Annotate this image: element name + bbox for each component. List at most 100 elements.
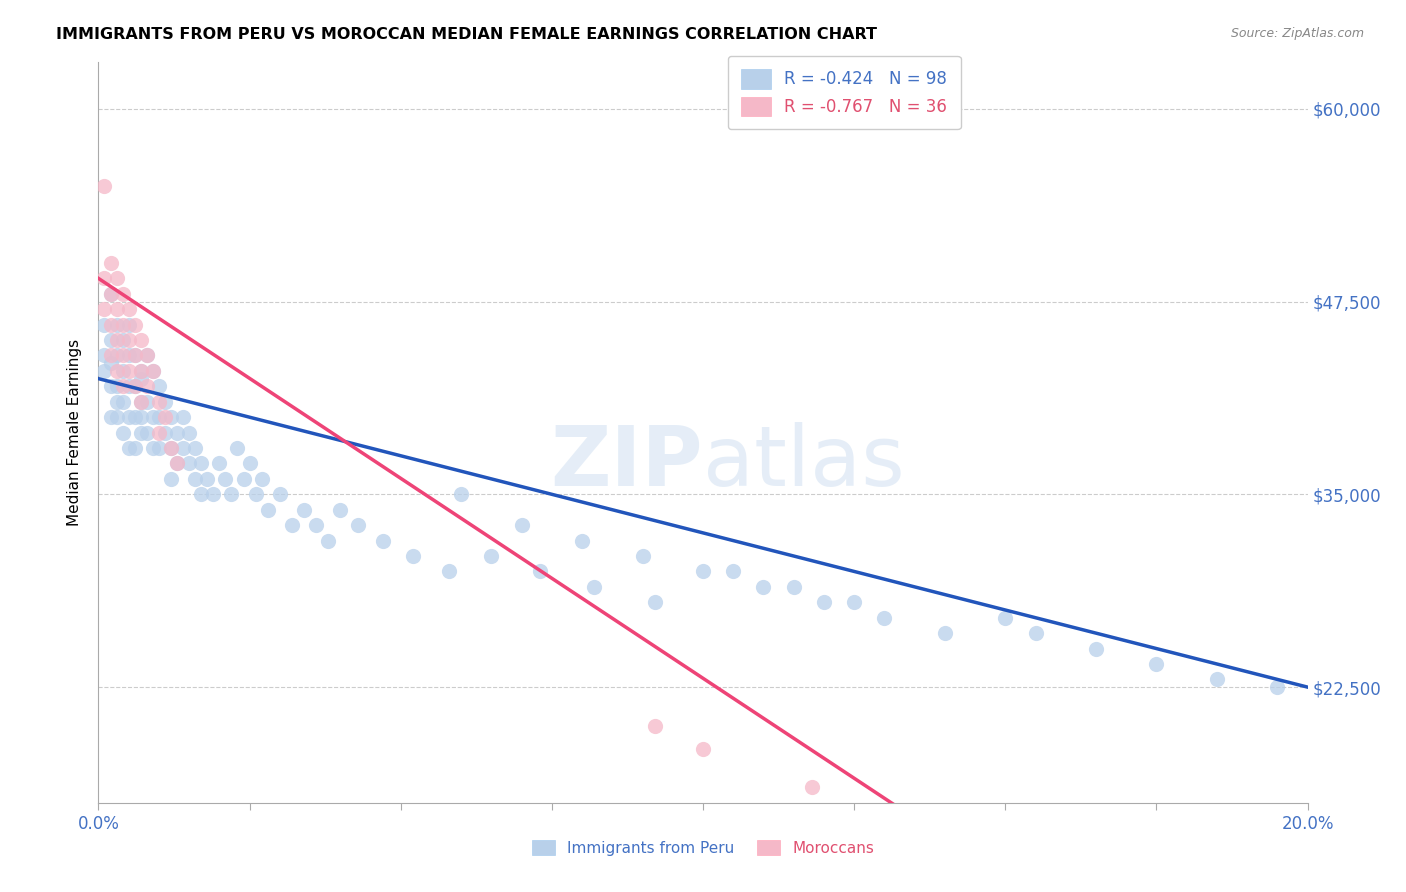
Point (124, 318, 146, 332)
Point (873, 610, 896, 624)
Point (100, 286, 122, 301)
Point (93, 302, 115, 317)
Point (179, 457, 201, 471)
Point (135, 349, 157, 363)
Point (100, 256, 122, 270)
Point (105, 379, 128, 393)
Point (129, 410, 152, 425)
Point (129, 364, 152, 378)
Point (813, 595, 835, 609)
Point (305, 518, 328, 533)
Point (245, 487, 267, 501)
Point (93, 364, 115, 378)
Point (184, 472, 207, 486)
Point (100, 286, 122, 301)
Point (583, 580, 606, 594)
Point (118, 441, 141, 455)
Point (124, 379, 146, 393)
Point (148, 441, 170, 455)
Point (208, 457, 231, 471)
Point (118, 349, 141, 363)
Point (105, 364, 128, 378)
Point (135, 379, 157, 393)
Point (118, 302, 141, 317)
Point (329, 502, 352, 516)
Point (135, 349, 157, 363)
Point (93, 318, 115, 332)
Point (118, 379, 141, 393)
Point (105, 394, 128, 409)
Point (239, 457, 262, 471)
Point (129, 364, 152, 378)
Point (118, 318, 141, 332)
Point (281, 518, 304, 533)
Point (118, 333, 141, 347)
Point (160, 441, 183, 455)
Point (214, 472, 236, 486)
Point (195, 472, 218, 486)
Point (692, 741, 714, 756)
Point (142, 441, 165, 455)
Point (347, 518, 370, 533)
Point (111, 318, 134, 332)
Point (166, 425, 188, 440)
Point (105, 410, 128, 425)
Point (571, 533, 593, 548)
Point (142, 364, 165, 378)
Point (844, 595, 866, 609)
Point (529, 565, 551, 579)
Point (166, 457, 188, 471)
Point (800, 780, 823, 795)
Point (371, 533, 394, 548)
Point (450, 487, 472, 501)
Point (202, 487, 225, 501)
Point (100, 333, 122, 347)
Point (111, 286, 134, 301)
Point (153, 394, 176, 409)
Point (148, 394, 170, 409)
Point (100, 379, 122, 393)
Point (135, 425, 157, 440)
Point (402, 549, 425, 563)
Point (111, 394, 134, 409)
Point (111, 349, 134, 363)
Point (1085, 641, 1108, 656)
Point (510, 518, 533, 533)
Point (860, 811, 883, 825)
Point (153, 425, 176, 440)
Point (644, 595, 666, 609)
Point (160, 472, 183, 486)
Point (190, 487, 212, 501)
Point (256, 502, 278, 516)
Point (190, 457, 212, 471)
Point (124, 349, 146, 363)
Point (129, 333, 152, 347)
Point (226, 441, 249, 455)
Text: Source: ZipAtlas.com: Source: ZipAtlas.com (1230, 27, 1364, 40)
Point (118, 364, 141, 378)
Point (221, 487, 243, 501)
Point (100, 356, 122, 370)
Text: IMMIGRANTS FROM PERU VS MOROCCAN MEDIAN FEMALE EARNINGS CORRELATION CHART: IMMIGRANTS FROM PERU VS MOROCCAN MEDIAN … (56, 27, 877, 42)
Point (1024, 626, 1046, 640)
Point (148, 379, 170, 393)
Point (269, 487, 291, 501)
Point (934, 626, 956, 640)
Point (100, 349, 122, 363)
Point (160, 441, 183, 455)
Point (232, 472, 254, 486)
Point (994, 610, 1017, 624)
Point (1206, 673, 1229, 687)
Point (111, 364, 134, 378)
Point (316, 533, 339, 548)
Point (135, 394, 157, 409)
Point (1267, 680, 1289, 694)
Point (172, 441, 194, 455)
Point (437, 565, 460, 579)
Point (105, 333, 128, 347)
Point (292, 502, 315, 516)
Point (142, 364, 165, 378)
Point (105, 318, 128, 332)
Point (105, 271, 128, 285)
Point (93, 271, 115, 285)
